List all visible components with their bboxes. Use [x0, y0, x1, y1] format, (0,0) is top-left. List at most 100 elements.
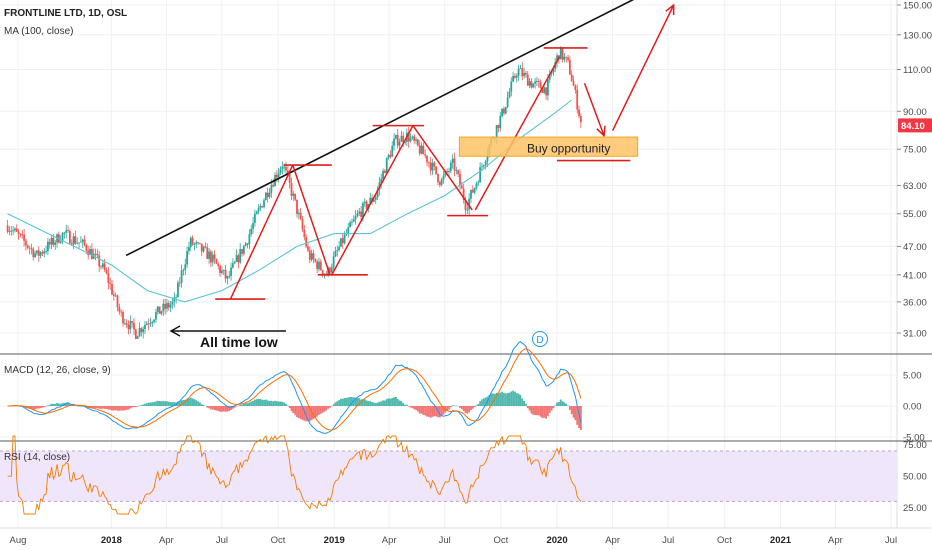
candle-body: [54, 242, 57, 245]
candle-body: [112, 294, 115, 296]
candle-body: [576, 89, 579, 110]
candle-body: [144, 325, 146, 330]
candle-body: [530, 81, 533, 88]
macd-histogram-bar: [393, 397, 395, 406]
macd-histogram-bar: [534, 406, 536, 416]
candle-body: [127, 325, 130, 330]
macd-histogram-bar: [365, 400, 368, 406]
candle-body: [47, 241, 49, 252]
candle-body: [206, 247, 209, 259]
all-time-low-annotation[interactable]: All time low: [169, 325, 286, 350]
price-axis[interactable]: 150.00 130.00 110.00 90.00 75.00 63.00 55.00 47…: [896, 0, 932, 528]
candle-body: [453, 158, 456, 171]
macd-histogram-bar: [147, 402, 150, 406]
macd-histogram-bar: [376, 402, 379, 406]
macd-histogram-bar: [169, 402, 172, 406]
macd-histogram-bar: [266, 400, 269, 406]
candle-body: [158, 306, 161, 314]
candle-body: [499, 116, 502, 128]
projection-up-arrow[interactable]: [611, 4, 675, 131]
macd-histogram-bar: [521, 398, 524, 406]
macd-histogram-bar: [394, 396, 397, 406]
macd-histogram-bar: [563, 402, 566, 406]
time-axis-label: Oct: [271, 535, 286, 546]
candle-body: [109, 283, 112, 285]
swing-line[interactable]: [331, 125, 414, 276]
trend-drawings[interactable]: Buy opportunity All time low: [125, 0, 675, 350]
macd-histogram-bar: [244, 403, 247, 406]
macd-histogram-bar: [107, 406, 110, 410]
macd-histogram-bar: [94, 406, 97, 409]
candle-body: [404, 141, 406, 143]
candle-body: [314, 259, 317, 262]
macd-histogram-bar: [140, 405, 143, 406]
macd-histogram-bar: [471, 406, 474, 409]
macd-histogram-bar: [123, 406, 126, 411]
macd-histogram-bar: [61, 403, 64, 406]
candle-body: [427, 162, 430, 164]
macd-histogram-bar: [319, 406, 322, 414]
projection-down-arrow-head: [596, 125, 606, 138]
macd-histogram-bar: [325, 406, 328, 411]
time-axis-label: Jul: [662, 535, 674, 546]
macd-histogram-bar: [246, 403, 249, 406]
candle-body: [230, 267, 232, 276]
candle-body: [296, 199, 298, 214]
macd-histogram-bar: [191, 398, 194, 406]
macd-tick-label: -5.00: [903, 433, 925, 444]
candle-body: [147, 323, 150, 325]
macd-histogram-bar: [550, 406, 553, 411]
macd-histogram-bar: [180, 400, 183, 406]
macd-histogram-bar: [96, 406, 99, 408]
macd-histogram-bar: [536, 406, 538, 416]
macd-histogram-bar: [448, 406, 450, 410]
macd-histogram-bar: [543, 406, 546, 418]
macd-histogram-bar: [54, 403, 57, 406]
candle-body: [431, 162, 434, 171]
macd-histogram-bar: [495, 392, 498, 406]
time-axis[interactable]: Aug 2018 Apr Jul Oct 2019 Apr Jul Oct 2020 Apr Jul O…: [0, 527, 932, 546]
candle-body: [294, 193, 297, 200]
macd-histogram-bar: [363, 399, 366, 406]
swing-line[interactable]: [229, 164, 294, 300]
macd-histogram-bar: [171, 402, 174, 406]
swing-line[interactable]: [292, 164, 331, 276]
candle-body: [568, 60, 571, 75]
macd-histogram-bar: [118, 406, 121, 411]
macd-histogram-bar: [429, 406, 432, 418]
candle-body: [17, 231, 20, 234]
macd-histogram-bar: [358, 398, 361, 406]
macd-histogram-bar: [253, 399, 256, 406]
macd-histogram-bar: [490, 393, 493, 406]
candle-body: [471, 189, 474, 193]
projection-down-arrow[interactable]: [583, 82, 605, 137]
candle-body: [162, 303, 165, 312]
candle-body: [484, 161, 487, 166]
swing-line[interactable]: [474, 56, 561, 211]
candle-body: [59, 241, 62, 243]
time-axis-label: 2018: [101, 535, 122, 546]
macd-histogram-bar: [261, 399, 264, 406]
buy-opportunity-zone[interactable]: Buy opportunity: [458, 136, 639, 157]
swing-line[interactable]: [412, 125, 473, 211]
macd-histogram-bar: [308, 406, 311, 422]
candle-body: [319, 261, 322, 271]
time-axis-label: Jul: [216, 535, 228, 546]
candle-body: [352, 219, 355, 222]
candle-body: [118, 307, 121, 312]
macd-histogram-bar: [202, 405, 205, 406]
candle-body: [486, 154, 489, 162]
candle-body: [200, 243, 203, 252]
candle-body: [517, 68, 520, 76]
candle-body: [134, 329, 137, 339]
candle-body: [475, 183, 478, 188]
candle-body: [519, 68, 522, 69]
candle-body: [138, 328, 141, 337]
candle-body: [103, 263, 106, 270]
event-marker[interactable]: D: [532, 331, 548, 347]
rsi-tick-label: 25.00: [903, 503, 927, 514]
buy-zone-box[interactable]: [458, 136, 639, 157]
macd-histogram-bar: [503, 392, 505, 406]
ascending-trendline[interactable]: [125, 0, 634, 257]
